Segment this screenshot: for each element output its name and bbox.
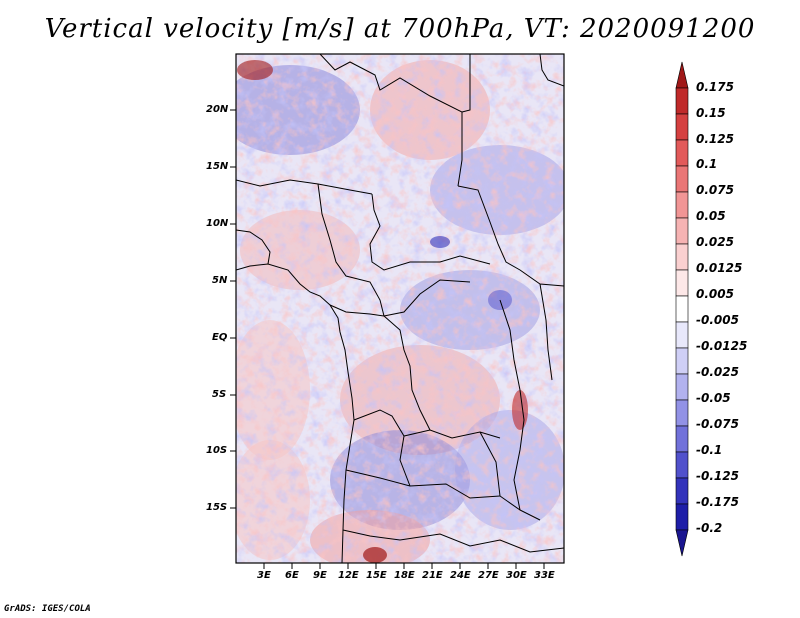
colorbar-label: -0.1 (696, 443, 723, 457)
lat-label-5s: 5S (212, 389, 227, 400)
lat-label-15s: 15S (206, 502, 228, 513)
colorbar-label: 0.075 (696, 183, 734, 197)
lon-label-21e: 21E (422, 570, 443, 581)
colorbar-segment (675, 165, 689, 193)
map-title: Vertical velocity [m/s] at 700hPa, VT: 2… (44, 14, 756, 44)
colorbar-segment (675, 373, 689, 401)
colorbar-segment (675, 191, 689, 219)
colorbar-segment (675, 477, 689, 505)
lon-label-15e: 15E (366, 570, 387, 581)
colorbar-segment (675, 217, 689, 245)
colorbar-label: -0.025 (696, 365, 739, 379)
colorbar-segment (675, 295, 689, 323)
colorbar-segment (675, 347, 689, 375)
grads-credit: GrADS: IGES/COLA (4, 604, 91, 614)
lon-label-24e: 24E (450, 570, 471, 581)
colorbar-segment (675, 451, 689, 479)
lon-label-27e: 27E (478, 570, 499, 581)
lat-label-20n: 20N (206, 104, 229, 115)
colorbar-segment (675, 503, 689, 531)
colorbar-label: 0.125 (696, 132, 734, 146)
velocity-field (236, 54, 564, 563)
colorbar-label: 0.1 (696, 157, 718, 171)
lon-label-12e: 12E (338, 570, 359, 581)
lon-label-3e: 3E (257, 570, 271, 581)
lat-label-eq: EQ (212, 332, 228, 343)
colorbar-label: 0.0125 (696, 261, 743, 275)
colorbar-label: 0.175 (696, 80, 734, 94)
lon-label-18e: 18E (394, 570, 415, 581)
lat-label-10s: 10S (206, 445, 228, 456)
colorbar-segment (675, 529, 689, 557)
colorbar-label: 0.005 (696, 287, 734, 301)
colorbar-label: -0.005 (696, 313, 739, 327)
colorbar-label: -0.125 (696, 469, 739, 483)
colorbar-label: -0.2 (696, 521, 723, 535)
colorbar-label: -0.075 (696, 417, 739, 431)
colorbar-label: 0.15 (696, 106, 726, 120)
colorbar (675, 61, 689, 557)
colorbar-segment (675, 243, 689, 271)
colorbar-label: 0.05 (696, 209, 726, 223)
colorbar-segment (675, 321, 689, 349)
colorbar-segment (675, 61, 689, 89)
colorbar-segment (675, 113, 689, 141)
country-borders (236, 54, 564, 563)
lon-label-9e: 9E (313, 570, 327, 581)
colorbar-segment (675, 139, 689, 167)
colorbar-label: -0.05 (696, 391, 731, 405)
colorbar-label: -0.175 (696, 495, 739, 509)
lon-label-6e: 6E (285, 570, 299, 581)
map-frame (235, 53, 565, 564)
lon-label-30e: 30E (506, 570, 527, 581)
lon-label-33e: 33E (534, 570, 555, 581)
colorbar-label: -0.0125 (696, 339, 748, 353)
colorbar-segment (675, 399, 689, 427)
colorbar-segment (675, 425, 689, 453)
axis-ticks (230, 109, 545, 569)
colorbar-segment (675, 269, 689, 297)
lat-label-5n: 5N (212, 275, 228, 286)
colorbar-label: 0.025 (696, 235, 734, 249)
lat-label-15n: 15N (206, 161, 229, 172)
colorbar-segment (675, 87, 689, 115)
lat-label-10n: 10N (206, 218, 229, 229)
